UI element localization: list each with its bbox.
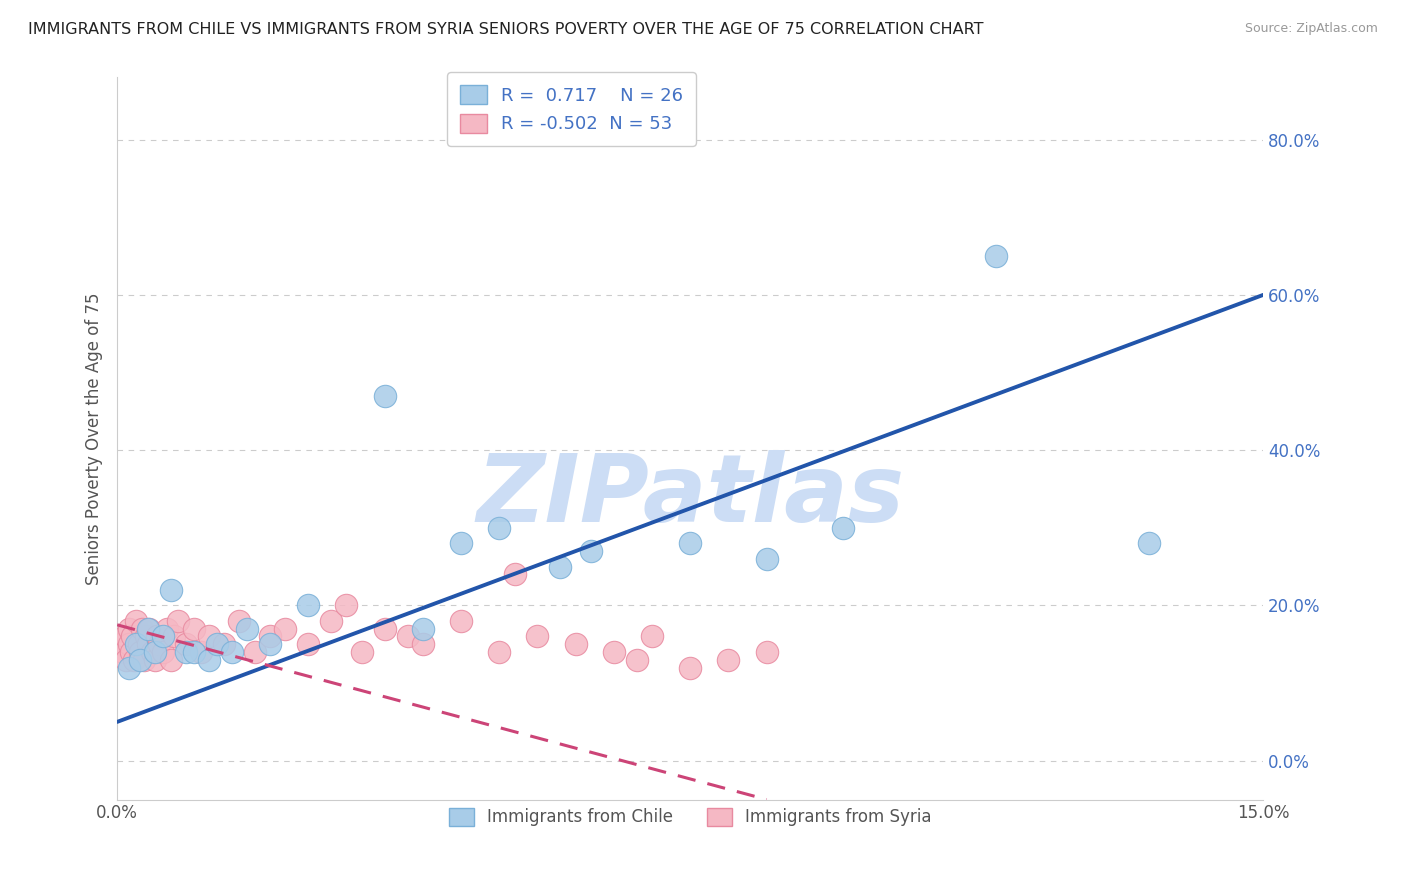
Point bbox=[118, 660, 141, 674]
Point bbox=[679, 536, 702, 550]
Point bbox=[641, 630, 664, 644]
Point bbox=[412, 637, 434, 651]
Point bbox=[374, 622, 396, 636]
Point bbox=[526, 630, 548, 644]
Point bbox=[163, 630, 186, 644]
Point bbox=[755, 551, 778, 566]
Point bbox=[832, 521, 855, 535]
Point bbox=[145, 653, 167, 667]
Point bbox=[118, 622, 141, 636]
Point bbox=[129, 653, 152, 667]
Point bbox=[579, 544, 602, 558]
Point bbox=[138, 622, 160, 636]
Point bbox=[984, 249, 1007, 263]
Point bbox=[350, 645, 373, 659]
Point bbox=[121, 630, 143, 644]
Point bbox=[110, 637, 132, 651]
Point bbox=[156, 622, 179, 636]
Point bbox=[190, 645, 212, 659]
Point bbox=[128, 637, 150, 651]
Point bbox=[228, 614, 250, 628]
Point bbox=[132, 653, 155, 667]
Point bbox=[152, 630, 174, 644]
Point bbox=[374, 389, 396, 403]
Point bbox=[221, 645, 243, 659]
Point bbox=[679, 660, 702, 674]
Text: IMMIGRANTS FROM CHILE VS IMMIGRANTS FROM SYRIA SENIORS POVERTY OVER THE AGE OF 7: IMMIGRANTS FROM CHILE VS IMMIGRANTS FROM… bbox=[28, 22, 984, 37]
Point bbox=[114, 630, 136, 644]
Point bbox=[236, 622, 259, 636]
Point bbox=[112, 645, 135, 659]
Point bbox=[550, 559, 572, 574]
Point bbox=[183, 645, 205, 659]
Point bbox=[125, 614, 148, 628]
Point bbox=[152, 645, 174, 659]
Point bbox=[122, 653, 145, 667]
Point bbox=[129, 645, 152, 659]
Point bbox=[167, 614, 190, 628]
Point bbox=[243, 645, 266, 659]
Point bbox=[205, 637, 228, 651]
Point bbox=[136, 622, 159, 636]
Point bbox=[159, 653, 181, 667]
Point bbox=[396, 630, 419, 644]
Point bbox=[488, 521, 510, 535]
Point bbox=[297, 637, 319, 651]
Point bbox=[335, 599, 357, 613]
Point bbox=[141, 645, 163, 659]
Point bbox=[297, 599, 319, 613]
Point bbox=[603, 645, 626, 659]
Point bbox=[259, 630, 281, 644]
Point bbox=[115, 653, 138, 667]
Point bbox=[148, 637, 170, 651]
Point bbox=[118, 637, 141, 651]
Point bbox=[503, 567, 526, 582]
Point bbox=[174, 637, 197, 651]
Point bbox=[198, 630, 221, 644]
Point bbox=[198, 653, 221, 667]
Text: ZIPatlas: ZIPatlas bbox=[477, 450, 904, 542]
Point bbox=[1137, 536, 1160, 550]
Point bbox=[450, 614, 472, 628]
Point bbox=[131, 622, 153, 636]
Point bbox=[183, 622, 205, 636]
Point bbox=[488, 645, 510, 659]
Point bbox=[564, 637, 586, 651]
Point bbox=[146, 630, 169, 644]
Legend: Immigrants from Chile, Immigrants from Syria: Immigrants from Chile, Immigrants from S… bbox=[440, 799, 939, 835]
Point bbox=[450, 536, 472, 550]
Point bbox=[120, 645, 142, 659]
Point bbox=[412, 622, 434, 636]
Point bbox=[212, 637, 235, 651]
Point bbox=[174, 645, 197, 659]
Point bbox=[136, 637, 159, 651]
Text: Source: ZipAtlas.com: Source: ZipAtlas.com bbox=[1244, 22, 1378, 36]
Point bbox=[159, 582, 181, 597]
Point bbox=[755, 645, 778, 659]
Point bbox=[626, 653, 648, 667]
Point bbox=[259, 637, 281, 651]
Point bbox=[135, 630, 157, 644]
Point bbox=[145, 645, 167, 659]
Point bbox=[321, 614, 343, 628]
Point bbox=[717, 653, 740, 667]
Point bbox=[274, 622, 297, 636]
Y-axis label: Seniors Poverty Over the Age of 75: Seniors Poverty Over the Age of 75 bbox=[86, 293, 103, 585]
Point bbox=[125, 637, 148, 651]
